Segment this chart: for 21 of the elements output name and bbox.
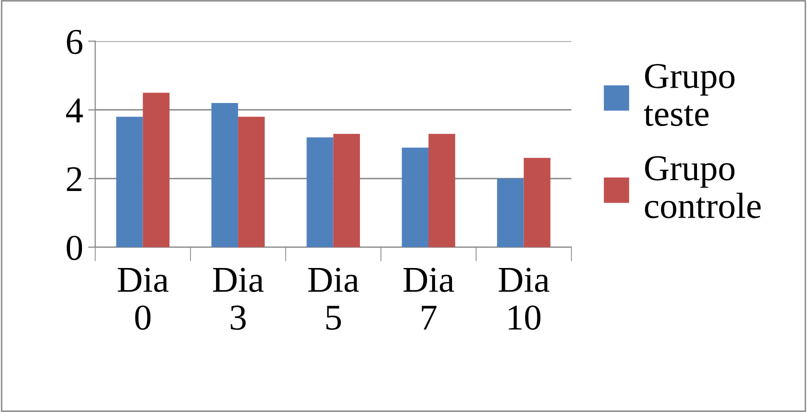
bar [142,92,170,248]
legend-label: Grupo teste [644,64,734,126]
x-tick-label: Dia 0 [118,268,168,330]
y-tick-label: 6 [66,30,82,54]
x-tick-label: Dia 10 [498,268,550,330]
legend-label: Grupo controle [644,156,761,218]
bar [524,158,550,248]
bar [333,134,360,248]
bar [306,137,334,248]
bar [428,134,456,248]
y-tick-label: 4 [66,98,83,122]
x-tick-label: Dia 3 [213,268,264,330]
bar [116,116,143,248]
x-tick-label: Dia 5 [308,268,359,330]
y-tick-label: 2 [66,167,82,192]
y-tick-label: 0 [66,236,82,260]
bar [211,103,238,248]
bar [402,148,429,248]
bar [497,178,524,248]
x-tick-label: Dia 7 [403,268,454,330]
bar [238,116,265,248]
